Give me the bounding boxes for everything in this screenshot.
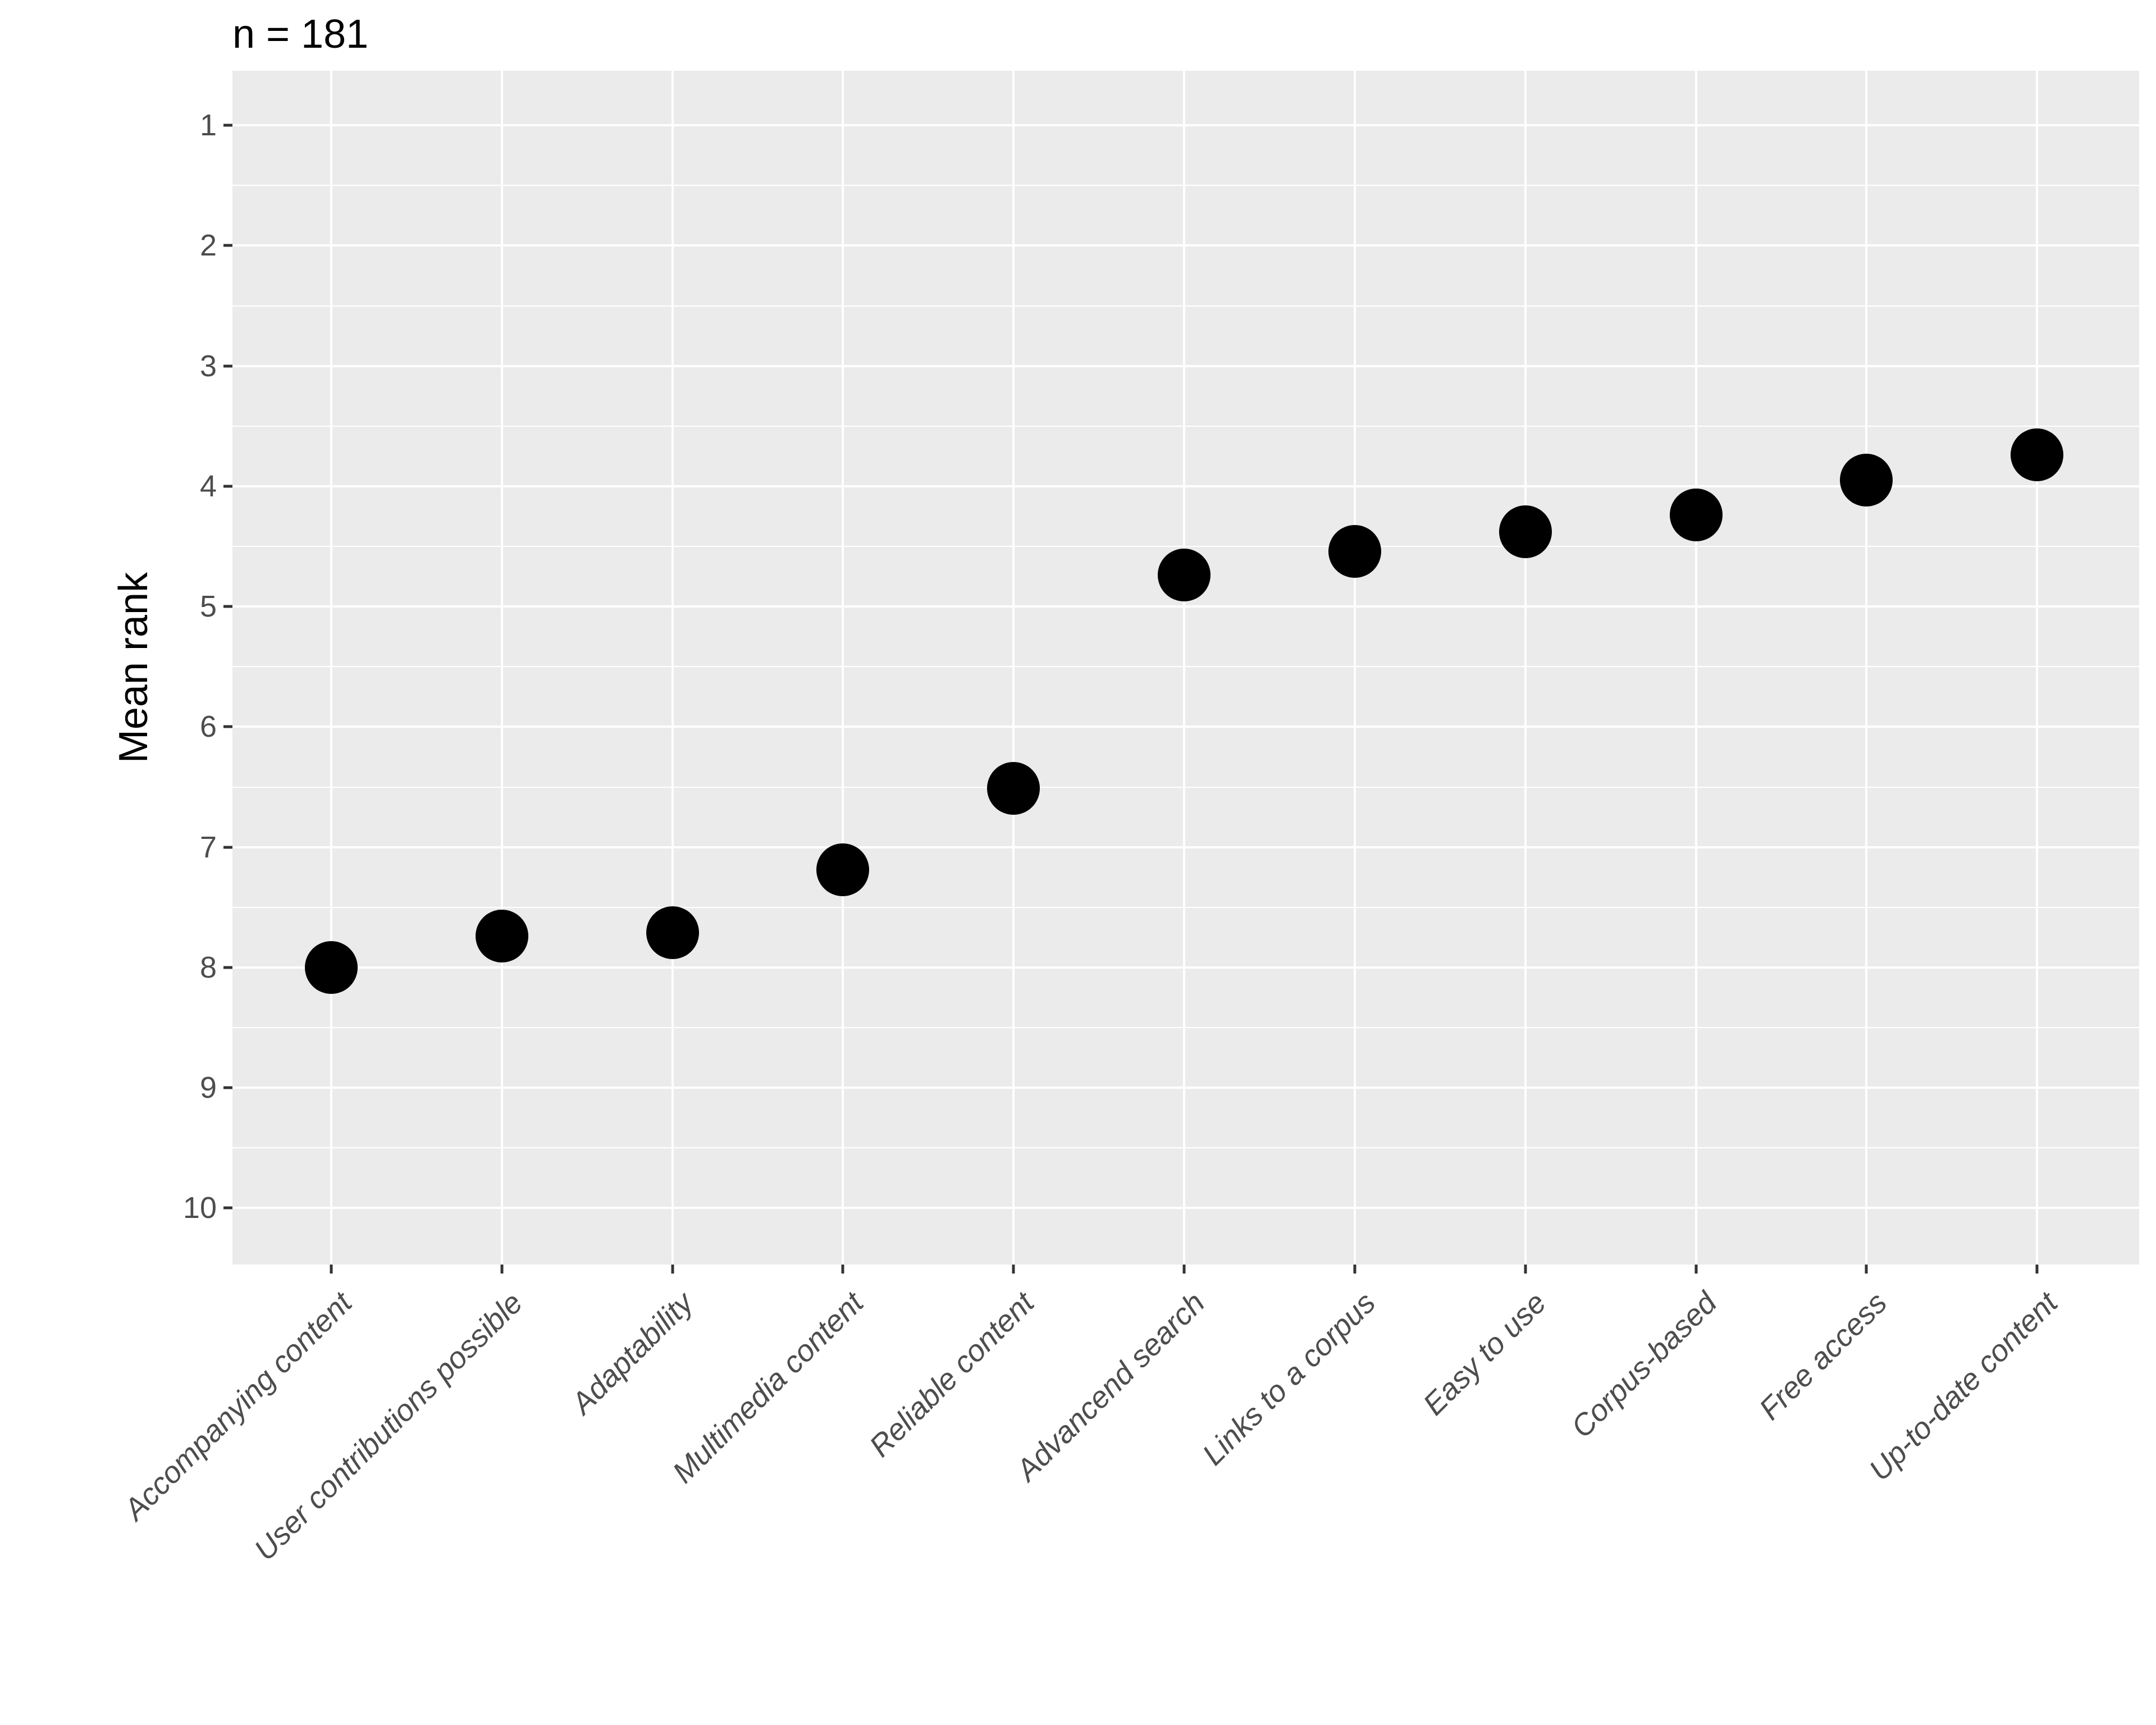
y-axis-tick-label: 3 [199,349,217,383]
gridline-y-minor [232,1027,2139,1029]
y-axis-tick-mark [223,364,232,368]
x-category-label: Reliable content [863,1285,1041,1464]
gridline-x-major [671,71,674,1265]
data-point [1669,489,1723,542]
data-point [1158,549,1211,602]
data-point [816,843,870,897]
x-category-label: Advancend search [1010,1285,1212,1487]
data-point [646,906,699,959]
y-axis-tick-label: 4 [199,469,217,503]
gridline-y-minor [232,666,2139,668]
x-axis-tick-mark [1694,1265,1698,1274]
y-axis-tick-mark [223,244,232,247]
y-axis-tick-label: 10 [182,1191,217,1225]
y-axis-tick-mark [223,1206,232,1210]
gridline-y-major [232,966,2139,969]
x-category-label: Adaptability [565,1285,700,1421]
gridline-x-major [500,71,503,1265]
gridline-y-minor [232,305,2139,307]
x-axis-tick-mark [330,1265,333,1274]
data-point [475,910,528,963]
gridline-y-major [232,1087,2139,1089]
gridline-y-major [232,605,2139,608]
y-axis-tick-mark [223,846,232,849]
y-axis-tick-label: 5 [199,590,217,624]
gridline-x-major [2036,71,2039,1265]
gridline-x-major [1183,71,1186,1265]
gridline-y-minor [232,906,2139,908]
gridline-y-major [232,1207,2139,1210]
gridline-x-major [1524,71,1527,1265]
gridline-y-major [232,124,2139,127]
gridline-y-major [232,725,2139,728]
data-point [1328,524,1381,578]
y-axis-tick-mark [223,725,232,728]
data-point [305,941,358,994]
y-axis-tick-label: 2 [199,229,217,263]
y-axis-tick-label: 9 [199,1071,217,1105]
gridline-x-major [1865,71,1868,1265]
y-axis-tick-label: 1 [199,108,217,143]
x-axis-tick-mark [2035,1265,2039,1274]
gridline-y-major [232,485,2139,487]
data-point [987,761,1040,815]
x-axis-tick-mark [500,1265,504,1274]
x-axis-tick-mark [1524,1265,1527,1274]
data-point [1499,505,1552,559]
y-axis-tick-mark [223,605,232,608]
gridline-y-minor [232,425,2139,427]
y-axis-tick-mark [223,1086,232,1089]
y-axis-tick-label: 7 [199,830,217,864]
gridline-x-major [842,71,844,1265]
gridline-x-major [1012,71,1015,1265]
x-category-label: Easy to use [1417,1285,1553,1422]
x-axis-tick-mark [1865,1265,1868,1274]
y-axis-title: Mean rank [111,572,156,764]
y-axis-tick-mark [223,966,232,969]
x-category-label: Up-to-date content [1862,1285,2064,1487]
y-axis-tick-label: 6 [199,710,217,744]
plot-panel [232,71,2139,1265]
x-axis-tick-mark [1012,1265,1015,1274]
gridline-y-minor [232,185,2139,186]
gridline-y-minor [232,786,2139,788]
x-axis-tick-mark [1353,1265,1356,1274]
y-axis-tick-mark [223,485,232,488]
x-axis-tick-mark [671,1265,674,1274]
data-point [2011,428,2064,482]
y-axis-tick-label: 8 [199,950,217,984]
gridline-y-minor [232,1147,2139,1149]
data-point [1840,454,1893,507]
gridline-y-major [232,364,2139,367]
gridline-x-major [1353,71,1356,1265]
x-category-label: Multimedia content [666,1285,870,1490]
x-category-label: Links to a corpus [1196,1285,1382,1472]
y-axis-tick-mark [223,124,232,127]
x-axis-tick-mark [1182,1265,1186,1274]
gridline-x-major [1694,71,1697,1265]
plot-title: n = 181 [232,12,369,57]
gridline-y-major [232,846,2139,848]
gridline-y-minor [232,546,2139,547]
x-axis-tick-mark [841,1265,844,1274]
x-category-label: Corpus-based [1564,1285,1723,1445]
gridline-y-major [232,244,2139,247]
x-category-label: Free access [1753,1285,1894,1427]
gridline-x-major [330,71,332,1265]
